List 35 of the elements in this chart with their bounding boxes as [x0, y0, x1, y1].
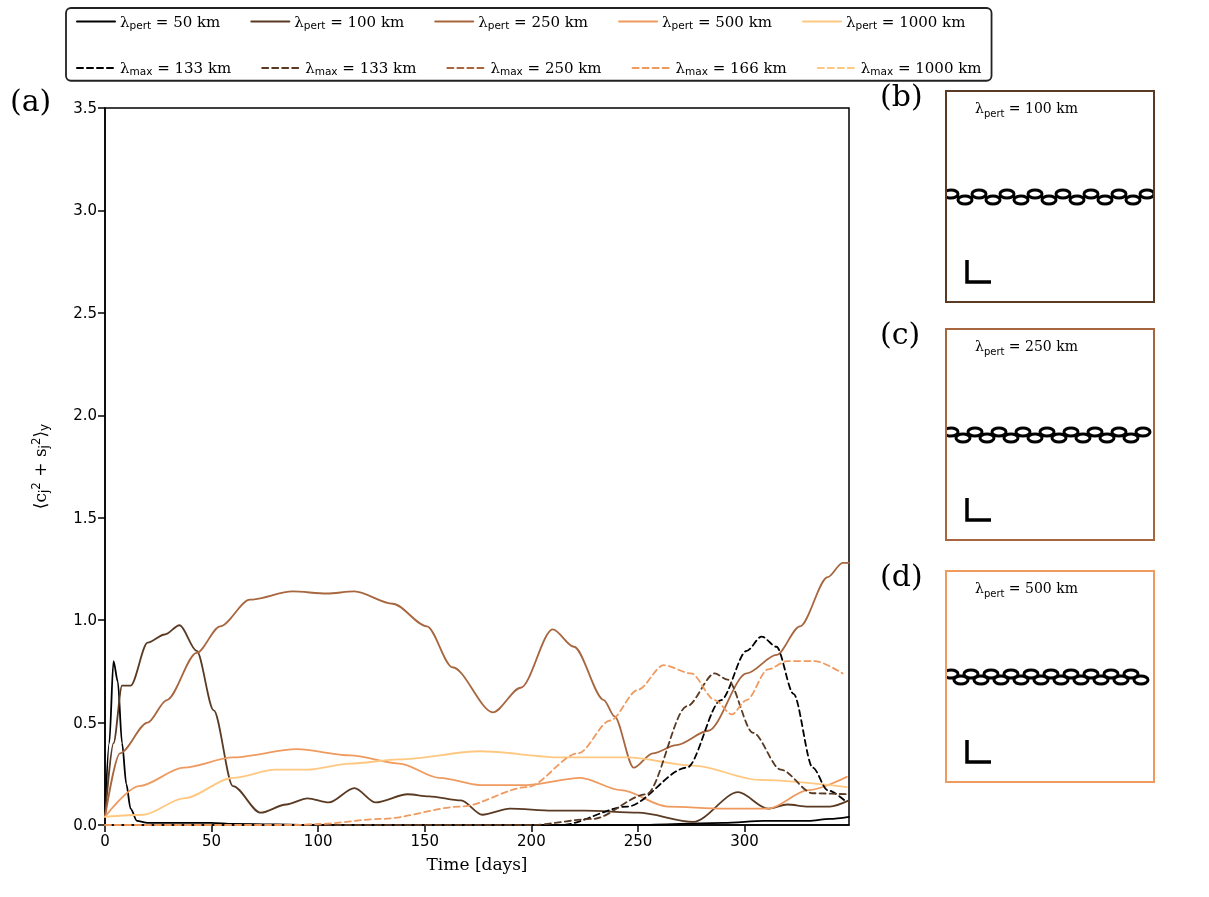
legend-label: λpert = 50 km: [120, 12, 221, 31]
text: λ$_{pert}$ = 250 km: [975, 338, 1078, 357]
text: λ$_{pert}$ = 100 km: [975, 100, 1078, 119]
text: (d): [880, 558, 923, 593]
legend-label: λpert = 1000 km: [845, 12, 966, 31]
legend-label: λpert = 100 km: [294, 12, 405, 31]
y-tick-label: 0.0: [73, 816, 97, 834]
y-tick-label: 1.5: [73, 508, 97, 527]
y-tick-label: 1.0: [73, 611, 97, 630]
legend-label: λmax = 133 km: [120, 58, 232, 78]
y-tick-label: 2.5: [73, 303, 97, 322]
text: (b): [880, 78, 923, 113]
x-tick-label: 150: [410, 831, 440, 850]
x-tick-label: 0: [100, 831, 110, 850]
x-tick-label: 300: [730, 831, 759, 850]
x-tick-label: 250: [623, 831, 653, 850]
text: λ$_{pert}$ = 500 km: [975, 580, 1078, 599]
chart-title: (a): [10, 82, 52, 118]
x-axis-title: Time [days]: [426, 853, 528, 874]
legend-label: λpert = 500 km: [662, 12, 772, 31]
line-series: [104, 561, 850, 818]
x-tick-label: 100: [303, 831, 333, 850]
y-axis-title: ⟨cj2 + sj2⟩y: [29, 423, 51, 510]
y-tick-label: 3.5: [73, 99, 97, 117]
y-tick-label: 2.0: [73, 406, 97, 425]
text: (c): [880, 316, 921, 351]
legend-label: λpert = 250 km: [478, 12, 589, 31]
legend-label: λmax = 1000 km: [860, 58, 982, 78]
y-tick-label: 0.5: [73, 713, 97, 732]
legend-label: λmax = 133 km: [305, 58, 417, 78]
x-tick-label: 200: [517, 831, 546, 850]
legend-label: λmax = 250 km: [490, 58, 602, 78]
legend-label: λmax = 166 km: [675, 58, 787, 78]
y-tick-label: 3.0: [73, 201, 97, 220]
x-tick-label: 50: [202, 831, 222, 850]
